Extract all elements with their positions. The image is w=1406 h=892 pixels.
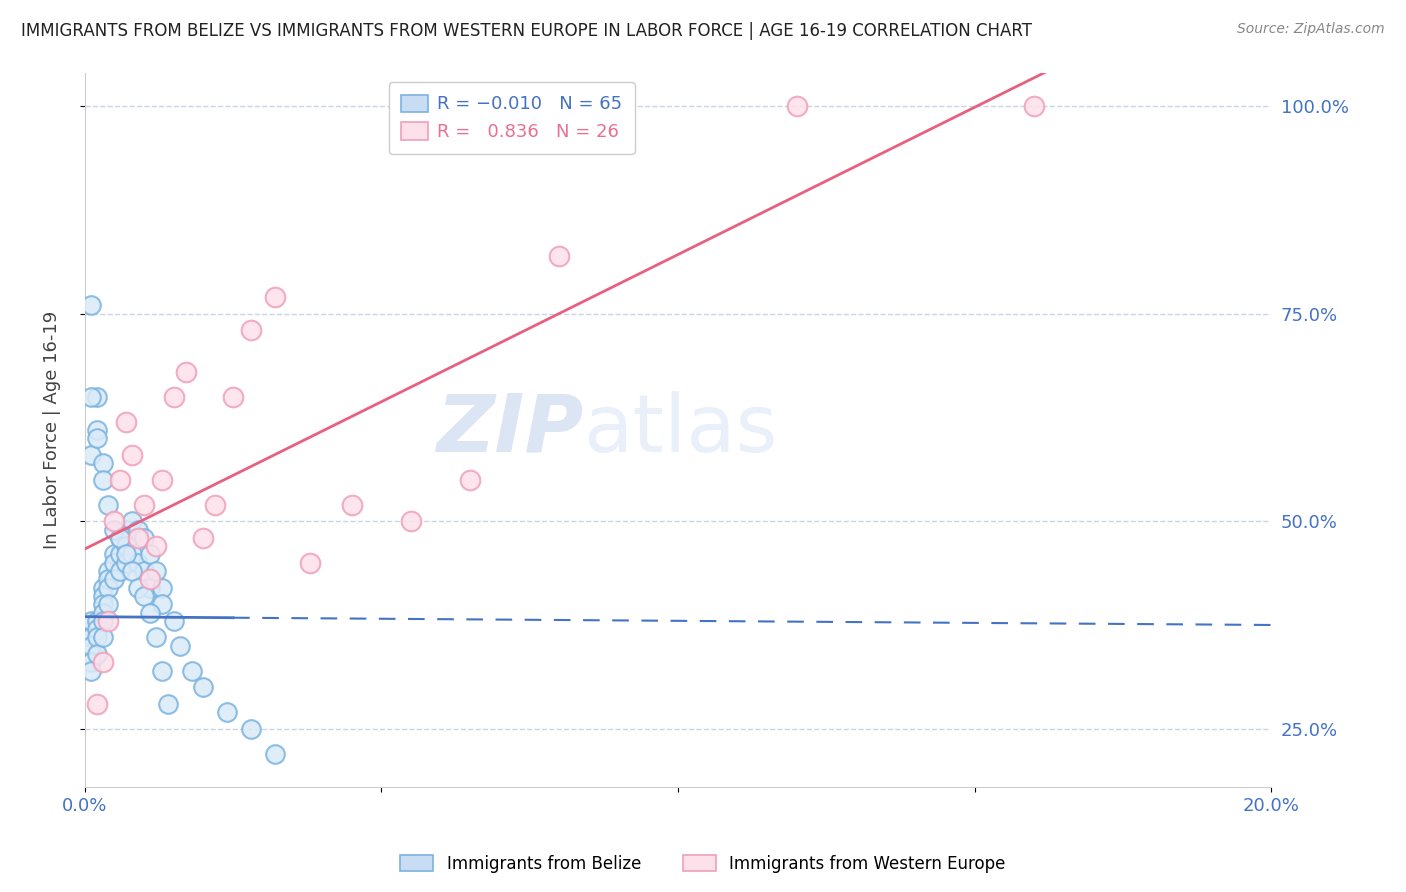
Point (239, 722, 262, 736)
Text: Source: ZipAtlas.com: Source: ZipAtlas.com (1237, 22, 1385, 37)
Point (132, 498, 155, 512)
Point (97, 498, 120, 512)
Point (169, 639, 191, 653)
Point (86, 697, 108, 711)
Point (150, 581, 173, 595)
Point (121, 564, 143, 578)
Point (110, 531, 132, 545)
Point (145, 564, 167, 578)
Point (458, 473, 481, 487)
Point (150, 597, 173, 611)
Point (103, 514, 125, 528)
Point (91, 589, 114, 603)
Point (145, 631, 167, 645)
Point (263, 290, 285, 304)
Point (79, 390, 101, 404)
Point (127, 556, 149, 570)
Point (86, 423, 108, 437)
Point (103, 556, 125, 570)
Point (163, 614, 186, 628)
Point (86, 647, 108, 661)
Point (86, 431, 108, 445)
Point (132, 589, 155, 603)
Legend: Immigrants from Belize, Immigrants from Western Europe: Immigrants from Belize, Immigrants from … (394, 848, 1012, 880)
Legend: R = −0.010   N = 65, R =   0.836   N = 26: R = −0.010 N = 65, R = 0.836 N = 26 (388, 82, 636, 154)
Point (91, 597, 114, 611)
Point (79, 664, 101, 678)
Point (150, 664, 173, 678)
Point (121, 514, 143, 528)
Point (86, 614, 108, 628)
Point (239, 323, 262, 337)
Point (103, 548, 125, 562)
Point (127, 581, 149, 595)
Point (115, 523, 138, 537)
Point (97, 572, 120, 586)
Point (263, 747, 285, 761)
Point (79, 631, 101, 645)
Point (86, 622, 108, 636)
Point (193, 531, 215, 545)
Point (79, 448, 101, 462)
Point (91, 614, 114, 628)
Point (340, 498, 363, 512)
Point (91, 631, 114, 645)
Point (399, 514, 422, 528)
Point (115, 415, 138, 429)
Point (132, 564, 155, 578)
Point (110, 548, 132, 562)
Point (91, 456, 114, 470)
Point (115, 556, 138, 570)
Text: atlas: atlas (583, 391, 778, 469)
Point (150, 473, 173, 487)
Point (110, 473, 132, 487)
Point (139, 581, 162, 595)
Point (97, 581, 120, 595)
Point (204, 498, 226, 512)
Point (548, 249, 571, 263)
Point (110, 564, 132, 578)
Point (145, 539, 167, 553)
Point (127, 523, 149, 537)
Point (127, 531, 149, 545)
Point (97, 597, 120, 611)
Point (115, 539, 138, 553)
Point (79, 656, 101, 670)
Point (193, 680, 215, 694)
Point (139, 548, 162, 562)
Point (115, 548, 138, 562)
Point (121, 548, 143, 562)
Point (97, 614, 120, 628)
Text: IMMIGRANTS FROM BELIZE VS IMMIGRANTS FROM WESTERN EUROPE IN LABOR FORCE | AGE 16: IMMIGRANTS FROM BELIZE VS IMMIGRANTS FRO… (21, 22, 1032, 40)
Point (91, 581, 114, 595)
Point (79, 298, 101, 312)
Point (86, 390, 108, 404)
Point (132, 531, 155, 545)
Point (217, 705, 239, 719)
Point (79, 639, 101, 653)
Point (103, 523, 125, 537)
Point (299, 556, 322, 570)
Point (1022, 99, 1045, 113)
Point (139, 572, 162, 586)
Point (121, 448, 143, 462)
Point (163, 390, 186, 404)
Point (97, 564, 120, 578)
Point (139, 606, 162, 620)
Point (174, 365, 197, 379)
Point (91, 606, 114, 620)
Point (91, 473, 114, 487)
Point (110, 531, 132, 545)
Point (103, 572, 125, 586)
Point (156, 697, 179, 711)
Point (91, 656, 114, 670)
Point (786, 99, 808, 113)
Point (86, 631, 108, 645)
Point (79, 614, 101, 628)
Point (222, 390, 245, 404)
Y-axis label: In Labor Force | Age 16-19: In Labor Force | Age 16-19 (44, 310, 60, 549)
Point (180, 664, 202, 678)
Text: ZIP: ZIP (436, 391, 583, 469)
